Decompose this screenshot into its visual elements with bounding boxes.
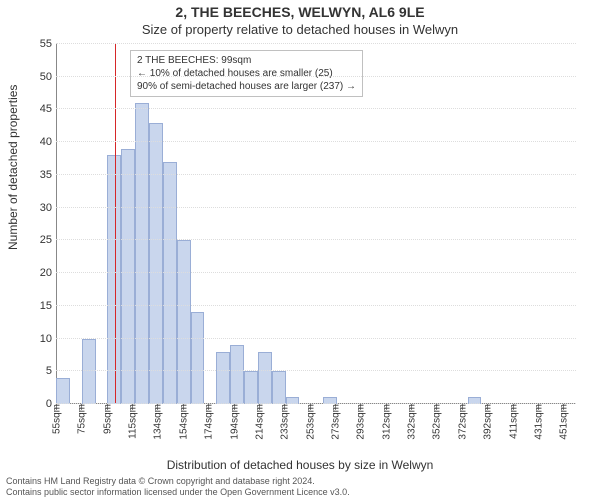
bar bbox=[272, 371, 286, 404]
xtick-label: 293sqm bbox=[354, 404, 367, 440]
gridline bbox=[56, 239, 576, 240]
xtick-label: 312sqm bbox=[379, 404, 392, 440]
xtick-label: 174sqm bbox=[202, 404, 215, 440]
bar bbox=[56, 378, 70, 404]
gridline bbox=[56, 272, 576, 273]
ytick-label: 40 bbox=[40, 136, 56, 148]
gridline bbox=[56, 76, 576, 77]
gridline bbox=[56, 141, 576, 142]
bar bbox=[191, 312, 205, 404]
xtick-label: 75sqm bbox=[75, 404, 88, 434]
bars-group bbox=[56, 44, 576, 404]
ytick-label: 5 bbox=[46, 365, 56, 377]
xtick-label: 431sqm bbox=[531, 404, 544, 440]
gridline bbox=[56, 108, 576, 109]
annotation-line3: 90% of semi-detached houses are larger (… bbox=[137, 80, 356, 93]
xtick-label: 352sqm bbox=[430, 404, 443, 440]
gridline bbox=[56, 338, 576, 339]
bar bbox=[135, 103, 149, 404]
bar bbox=[163, 162, 177, 404]
xtick-label: 194sqm bbox=[227, 404, 240, 440]
xtick-label: 451sqm bbox=[557, 404, 570, 440]
xtick-label: 233sqm bbox=[278, 404, 291, 440]
gridline bbox=[56, 207, 576, 208]
xtick-label: 273sqm bbox=[329, 404, 342, 440]
bar bbox=[258, 352, 272, 404]
footer-line2: Contains public sector information licen… bbox=[6, 487, 350, 498]
ytick-label: 35 bbox=[40, 169, 56, 181]
gridline bbox=[56, 43, 576, 44]
x-axis-label: Distribution of detached houses by size … bbox=[0, 458, 600, 472]
bar bbox=[244, 371, 258, 404]
chart-container: 2, THE BEECHES, WELWYN, AL6 9LE Size of … bbox=[0, 0, 600, 500]
xtick-label: 411sqm bbox=[506, 404, 519, 439]
bar bbox=[121, 149, 135, 404]
xtick-label: 95sqm bbox=[100, 404, 113, 434]
annotation-box: 2 THE BEECHES: 99sqm ← 10% of detached h… bbox=[130, 50, 363, 97]
xtick-label: 115sqm bbox=[126, 404, 139, 439]
xtick-label: 392sqm bbox=[481, 404, 494, 440]
footer-attribution: Contains HM Land Registry data © Crown c… bbox=[6, 476, 350, 498]
y-axis-label: Number of detached properties bbox=[6, 85, 20, 250]
gridline bbox=[56, 305, 576, 306]
xtick-label: 332sqm bbox=[405, 404, 418, 440]
annotation-line1: 2 THE BEECHES: 99sqm bbox=[137, 54, 356, 67]
ytick-label: 30 bbox=[40, 202, 56, 214]
ytick-label: 15 bbox=[40, 300, 56, 312]
xtick-label: 55sqm bbox=[50, 404, 63, 434]
ytick-label: 55 bbox=[40, 38, 56, 50]
ytick-label: 10 bbox=[40, 333, 56, 345]
bar bbox=[149, 123, 163, 404]
ytick-label: 50 bbox=[40, 71, 56, 83]
xtick-label: 154sqm bbox=[176, 404, 189, 440]
xtick-label: 214sqm bbox=[252, 404, 265, 440]
ytick-label: 20 bbox=[40, 267, 56, 279]
plot-area: 2 THE BEECHES: 99sqm ← 10% of detached h… bbox=[56, 44, 576, 404]
bar bbox=[230, 345, 244, 404]
reference-line bbox=[115, 44, 116, 404]
bar bbox=[216, 352, 230, 404]
title-sub: Size of property relative to detached ho… bbox=[0, 22, 600, 37]
title-main: 2, THE BEECHES, WELWYN, AL6 9LE bbox=[0, 4, 600, 20]
xtick-label: 253sqm bbox=[303, 404, 316, 440]
gridline bbox=[56, 370, 576, 371]
gridline bbox=[56, 174, 576, 175]
bar bbox=[177, 240, 191, 404]
footer-line1: Contains HM Land Registry data © Crown c… bbox=[6, 476, 350, 487]
ytick-label: 45 bbox=[40, 103, 56, 115]
annotation-line2: ← 10% of detached houses are smaller (25… bbox=[137, 67, 356, 80]
xtick-label: 134sqm bbox=[151, 404, 164, 440]
xtick-label: 372sqm bbox=[455, 404, 468, 440]
ytick-label: 25 bbox=[40, 234, 56, 246]
